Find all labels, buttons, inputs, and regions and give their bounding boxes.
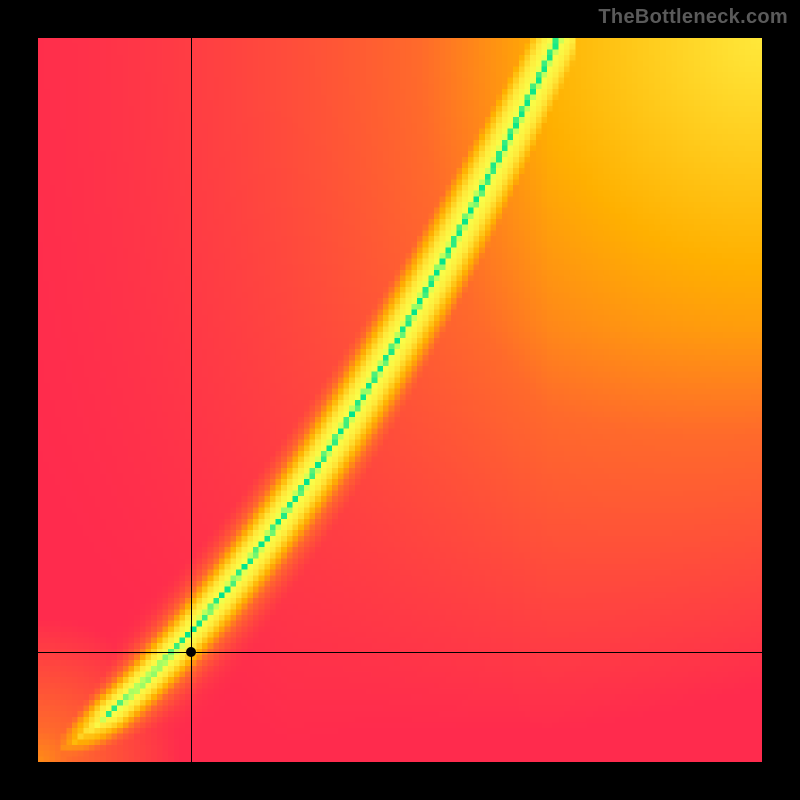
watermark-text: TheBottleneck.com xyxy=(598,6,788,29)
heatmap-canvas xyxy=(38,38,762,762)
chart-container: TheBottleneck.com xyxy=(0,0,800,800)
crosshair-marker xyxy=(186,647,196,657)
crosshair-horizontal xyxy=(38,652,762,653)
plot-area xyxy=(38,38,762,762)
